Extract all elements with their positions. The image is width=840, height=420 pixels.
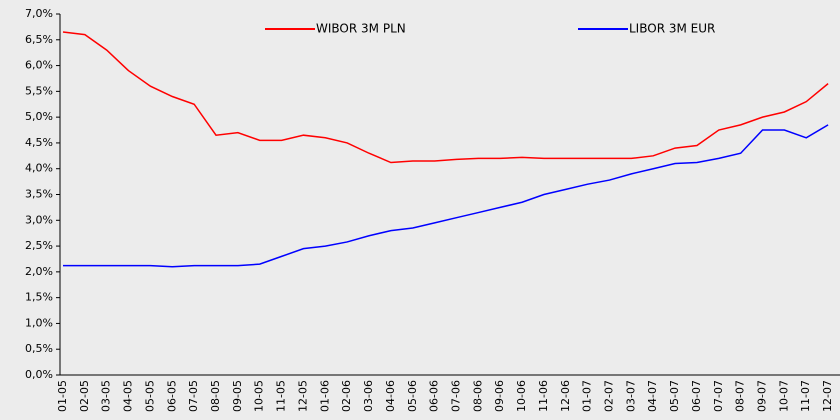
series-line <box>63 124 829 268</box>
y-tick-label: 0,0% <box>25 368 53 381</box>
series-line <box>62 31 829 164</box>
x-tick-label: 07-06 <box>449 380 462 412</box>
x-tick-label: 08-05 <box>209 380 222 412</box>
x-tick-label: 10-05 <box>253 380 266 412</box>
x-tick-label: 09-07 <box>756 380 769 412</box>
x-tick-label: 06-06 <box>428 380 441 412</box>
x-tick-label: 07-05 <box>187 380 200 412</box>
x-tick-label: 11-05 <box>275 380 288 412</box>
legend-label: LIBOR 3M EUR <box>629 22 715 36</box>
x-tick-label: 01-05 <box>56 380 69 412</box>
x-tick-label: 05-07 <box>668 380 681 412</box>
y-tick-label: 0,5% <box>25 342 53 355</box>
x-tick-label: 11-07 <box>799 380 812 412</box>
x-tick-label: 06-05 <box>165 380 178 412</box>
y-tick-label: 4,5% <box>25 136 53 149</box>
y-tick-label: 3,0% <box>25 213 53 226</box>
y-tick-label: 3,5% <box>25 188 53 201</box>
y-tick-label: 7,0% <box>25 7 53 20</box>
x-tick-label: 05-05 <box>143 380 156 412</box>
y-tick-label: 6,0% <box>25 59 53 72</box>
x-tick-label: 03-05 <box>100 380 113 412</box>
y-tick-label: 5,5% <box>25 84 53 97</box>
x-tick-label: 02-06 <box>340 380 353 412</box>
x-tick-label: 02-05 <box>78 380 91 412</box>
x-tick-label: 04-06 <box>384 380 397 412</box>
x-tick-label: 08-06 <box>471 380 484 412</box>
x-tick-label: 03-07 <box>624 380 637 412</box>
x-tick-label: 12-05 <box>296 380 309 412</box>
y-tick-label: 1,0% <box>25 316 53 329</box>
y-tick-label: 4,0% <box>25 162 53 175</box>
x-tick-label: 11-06 <box>537 380 550 412</box>
x-tick-label: 01-07 <box>581 380 594 412</box>
x-tick-label: 05-06 <box>406 380 419 412</box>
x-tick-label: 10-06 <box>515 380 528 412</box>
x-tick-label: 06-07 <box>690 380 703 412</box>
x-tick-label: 09-05 <box>231 380 244 412</box>
y-tick-label: 1,5% <box>25 291 53 304</box>
x-tick-label: 12-07 <box>821 380 834 412</box>
x-tick-label: 03-06 <box>362 380 375 412</box>
y-tick-label: 2,0% <box>25 265 53 278</box>
x-tick-label: 01-06 <box>318 380 331 412</box>
x-tick-label: 07-07 <box>712 380 725 412</box>
x-tick-label: 09-06 <box>493 380 506 412</box>
x-tick-label: 10-07 <box>777 380 790 412</box>
x-tick-label: 12-06 <box>559 380 572 412</box>
x-tick-label: 02-07 <box>603 380 616 412</box>
y-tick-label: 6,5% <box>25 33 53 46</box>
x-tick-label: 08-07 <box>734 380 747 412</box>
legend-label: WIBOR 3M PLN <box>316 22 406 36</box>
y-tick-label: 5,0% <box>25 110 53 123</box>
y-tick-label: 2,5% <box>25 239 53 252</box>
x-tick-label: 04-05 <box>122 380 135 412</box>
x-tick-label: 04-07 <box>646 380 659 412</box>
